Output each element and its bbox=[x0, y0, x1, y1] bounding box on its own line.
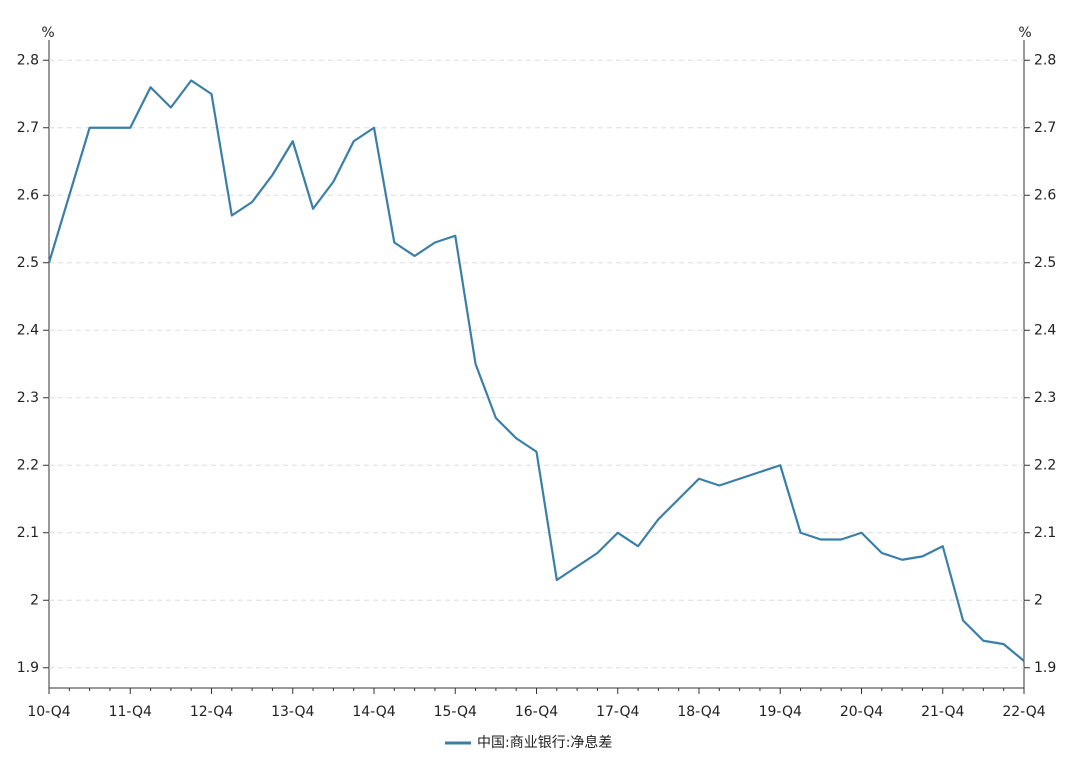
y-tick-label: 2.5 bbox=[17, 255, 39, 271]
y2-tick-label: 2.6 bbox=[1034, 187, 1056, 203]
y2-tick-label: 2.1 bbox=[1034, 525, 1056, 541]
x-tick-label: 14-Q4 bbox=[352, 704, 395, 720]
x-tick-label: 13-Q4 bbox=[271, 704, 314, 720]
x-tick-label: 12-Q4 bbox=[190, 704, 233, 720]
legend-label: 中国:商业银行:净息差 bbox=[477, 734, 612, 751]
x-tick-label: 17-Q4 bbox=[596, 704, 639, 720]
y2-tick-label: 2.3 bbox=[1034, 390, 1056, 406]
data-line bbox=[47, 79, 1025, 662]
y-tick-label: 2.7 bbox=[17, 120, 39, 136]
x-tick-label: 21-Q4 bbox=[921, 704, 964, 720]
y-tick-label: 2.6 bbox=[17, 187, 39, 203]
x-tick-label: 20-Q4 bbox=[840, 704, 883, 720]
y-tick-label: 2 bbox=[30, 592, 39, 608]
y-tick-label: 1.9 bbox=[17, 660, 39, 676]
y2-axis-unit: % bbox=[1018, 25, 1031, 41]
y-tick-label: 2.1 bbox=[17, 525, 39, 541]
y-tick-label: 2.2 bbox=[17, 457, 39, 473]
y-tick-label: 2.8 bbox=[17, 52, 39, 68]
y2-tick-label: 2.5 bbox=[1034, 255, 1056, 271]
y2-tick-label: 2.7 bbox=[1034, 120, 1056, 136]
y-axis-unit: % bbox=[41, 25, 54, 41]
x-tick-label: 11-Q4 bbox=[109, 704, 152, 720]
y2-tick-label: 2.4 bbox=[1034, 322, 1056, 338]
y2-tick-label: 2.2 bbox=[1034, 457, 1056, 473]
y-tick-label: 2.4 bbox=[17, 322, 39, 338]
x-tick-label: 22-Q4 bbox=[1002, 704, 1045, 720]
x-tick-label: 18-Q4 bbox=[677, 704, 720, 720]
y2-tick-label: 2 bbox=[1034, 592, 1043, 608]
x-tick-label: 15-Q4 bbox=[434, 704, 477, 720]
x-tick-label: 16-Q4 bbox=[515, 704, 558, 720]
x-tick-label: 10-Q4 bbox=[27, 704, 70, 720]
y2-tick-label: 1.9 bbox=[1034, 660, 1056, 676]
y-tick-label: 2.3 bbox=[17, 390, 39, 406]
x-tick-label: 19-Q4 bbox=[759, 704, 802, 720]
y2-tick-label: 2.8 bbox=[1034, 52, 1056, 68]
